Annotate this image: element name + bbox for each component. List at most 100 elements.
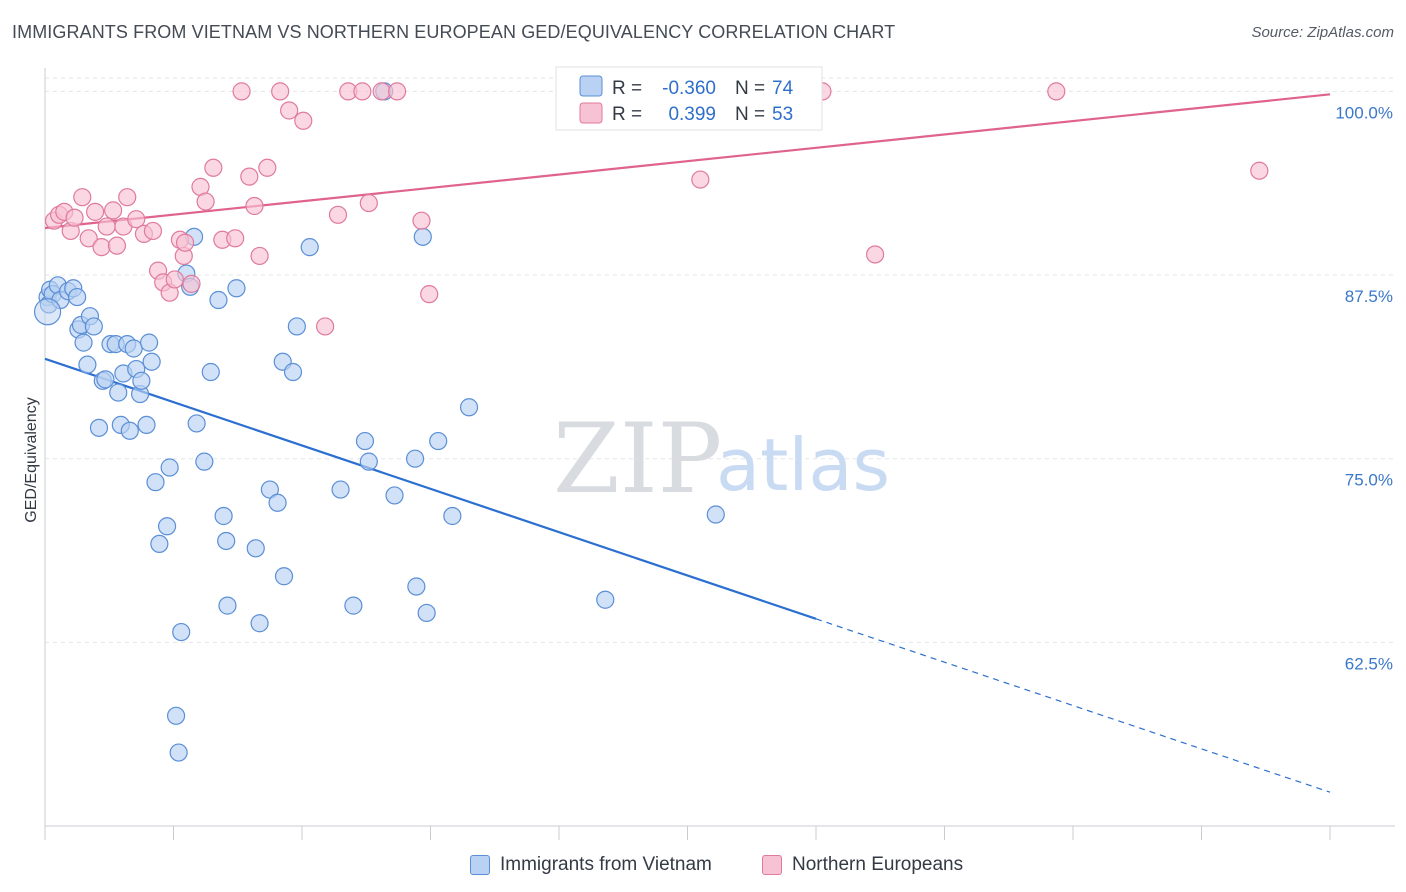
y-tick-label: 100.0% (1335, 103, 1393, 122)
y-tick-label: 75.0% (1345, 471, 1393, 490)
point-northern (372, 82, 391, 101)
point-northern (412, 211, 431, 230)
point-vietnam (169, 743, 188, 762)
point-northern (294, 111, 313, 130)
source-label: Source: ZipAtlas.com (1251, 24, 1394, 41)
point-vietnam (413, 227, 432, 246)
point-vietnam (417, 603, 436, 623)
point-vietnam (146, 473, 165, 492)
point-vietnam (344, 596, 363, 615)
point-northern (92, 238, 111, 257)
watermark-atlas: atlas (716, 423, 890, 507)
legend-swatch-vietnam (470, 855, 490, 875)
point-northern (79, 229, 98, 248)
point-northern (387, 82, 407, 101)
point-northern (258, 158, 277, 177)
point-vietnam (137, 415, 156, 434)
point-northern (420, 285, 439, 304)
point-vietnam (459, 398, 479, 417)
point-northern (250, 246, 269, 266)
point-northern (271, 82, 290, 101)
point-vietnam (274, 567, 294, 586)
point-vietnam (283, 362, 303, 382)
point-vietnam (300, 238, 319, 257)
point-vietnam (405, 449, 425, 468)
point-northern (73, 188, 92, 207)
point-vietnam (187, 414, 206, 433)
stats-r-value-1: -0.360 (662, 78, 716, 99)
point-northern (182, 274, 201, 293)
point-northern (280, 101, 299, 120)
point-vietnam (268, 493, 287, 512)
trend-line-0 (44, 357, 817, 620)
point-vietnam (443, 506, 462, 526)
point-vietnam (706, 505, 725, 524)
point-northern (691, 170, 710, 189)
point-northern (316, 317, 335, 336)
point-northern (204, 158, 223, 177)
point-vietnam (124, 339, 143, 358)
y-tick-label: 87.5% (1345, 287, 1393, 306)
stats-r-value-2: 0.399 (668, 104, 716, 125)
point-northern (118, 188, 137, 207)
point-northern (359, 193, 378, 213)
y-tick-labels: 100.0% 87.5% 75.0% 62.5% (1335, 103, 1393, 673)
stats-n-label-2: N = (735, 104, 765, 125)
point-vietnam (150, 534, 169, 554)
y-tick-label: 62.5% (1345, 654, 1393, 673)
point-vietnam (89, 418, 109, 437)
stats-n-label-1: N = (735, 78, 765, 99)
legend-label-vietnam: Immigrants from Vietnam (500, 854, 712, 875)
point-vietnam (84, 317, 103, 336)
stats-swatch-vietnam (579, 75, 603, 97)
axes (44, 68, 1395, 840)
point-northern (86, 202, 105, 221)
point-northern (866, 245, 885, 264)
stats-r-label-2: R = (612, 104, 642, 125)
point-vietnam (209, 290, 228, 310)
stats-legend: R = -0.360 N = 74 R = 0.399 N = 53 (555, 66, 823, 131)
legend-item-northern: Northern Europeans (762, 850, 963, 880)
point-vietnam (142, 352, 161, 371)
stats-swatch-northern (579, 102, 603, 124)
point-northern (1047, 82, 1066, 101)
point-northern (127, 210, 146, 229)
point-northern (1250, 161, 1269, 180)
legend-label-northern: Northern Europeans (792, 854, 964, 875)
point-vietnam (287, 317, 306, 336)
point-vietnam (195, 452, 214, 471)
y-axis-label: GED/Equivalency (23, 397, 40, 522)
point-vietnam (74, 333, 93, 352)
point-vietnam (120, 421, 139, 440)
point-vietnam (78, 355, 97, 374)
point-northern (240, 167, 259, 186)
point-vietnam (250, 614, 269, 633)
point-vietnam (139, 333, 159, 352)
stats-n-value-1: 74 (772, 78, 794, 99)
point-vietnam (217, 531, 236, 551)
point-vietnam (218, 596, 237, 615)
point-northern (143, 221, 163, 241)
point-vietnam (166, 706, 186, 725)
legend-swatch-northern (762, 855, 782, 875)
grid-lines (45, 77, 1395, 643)
point-vietnam (157, 517, 177, 536)
point-vietnam (385, 486, 404, 505)
point-vietnam (246, 539, 265, 558)
point-northern (226, 229, 245, 248)
stats-r-label-1: R = (612, 78, 642, 99)
point-northern (107, 236, 127, 255)
watermark-zip: ZIP (553, 403, 722, 515)
point-northern (328, 205, 348, 224)
point-vietnam (172, 622, 191, 642)
point-vietnam (596, 590, 615, 609)
point-vietnam-large (33, 298, 62, 326)
point-vietnam (68, 287, 87, 307)
point-vietnam (132, 371, 151, 390)
stats-n-value-2: 53 (772, 104, 793, 125)
legend-item-vietnam: Immigrants from Vietnam (470, 850, 712, 880)
chart-title: IMMIGRANTS FROM VIETNAM VS NORTHERN EURO… (12, 22, 896, 42)
point-northern (65, 208, 84, 227)
point-vietnam (201, 362, 220, 382)
point-northern (97, 217, 116, 236)
